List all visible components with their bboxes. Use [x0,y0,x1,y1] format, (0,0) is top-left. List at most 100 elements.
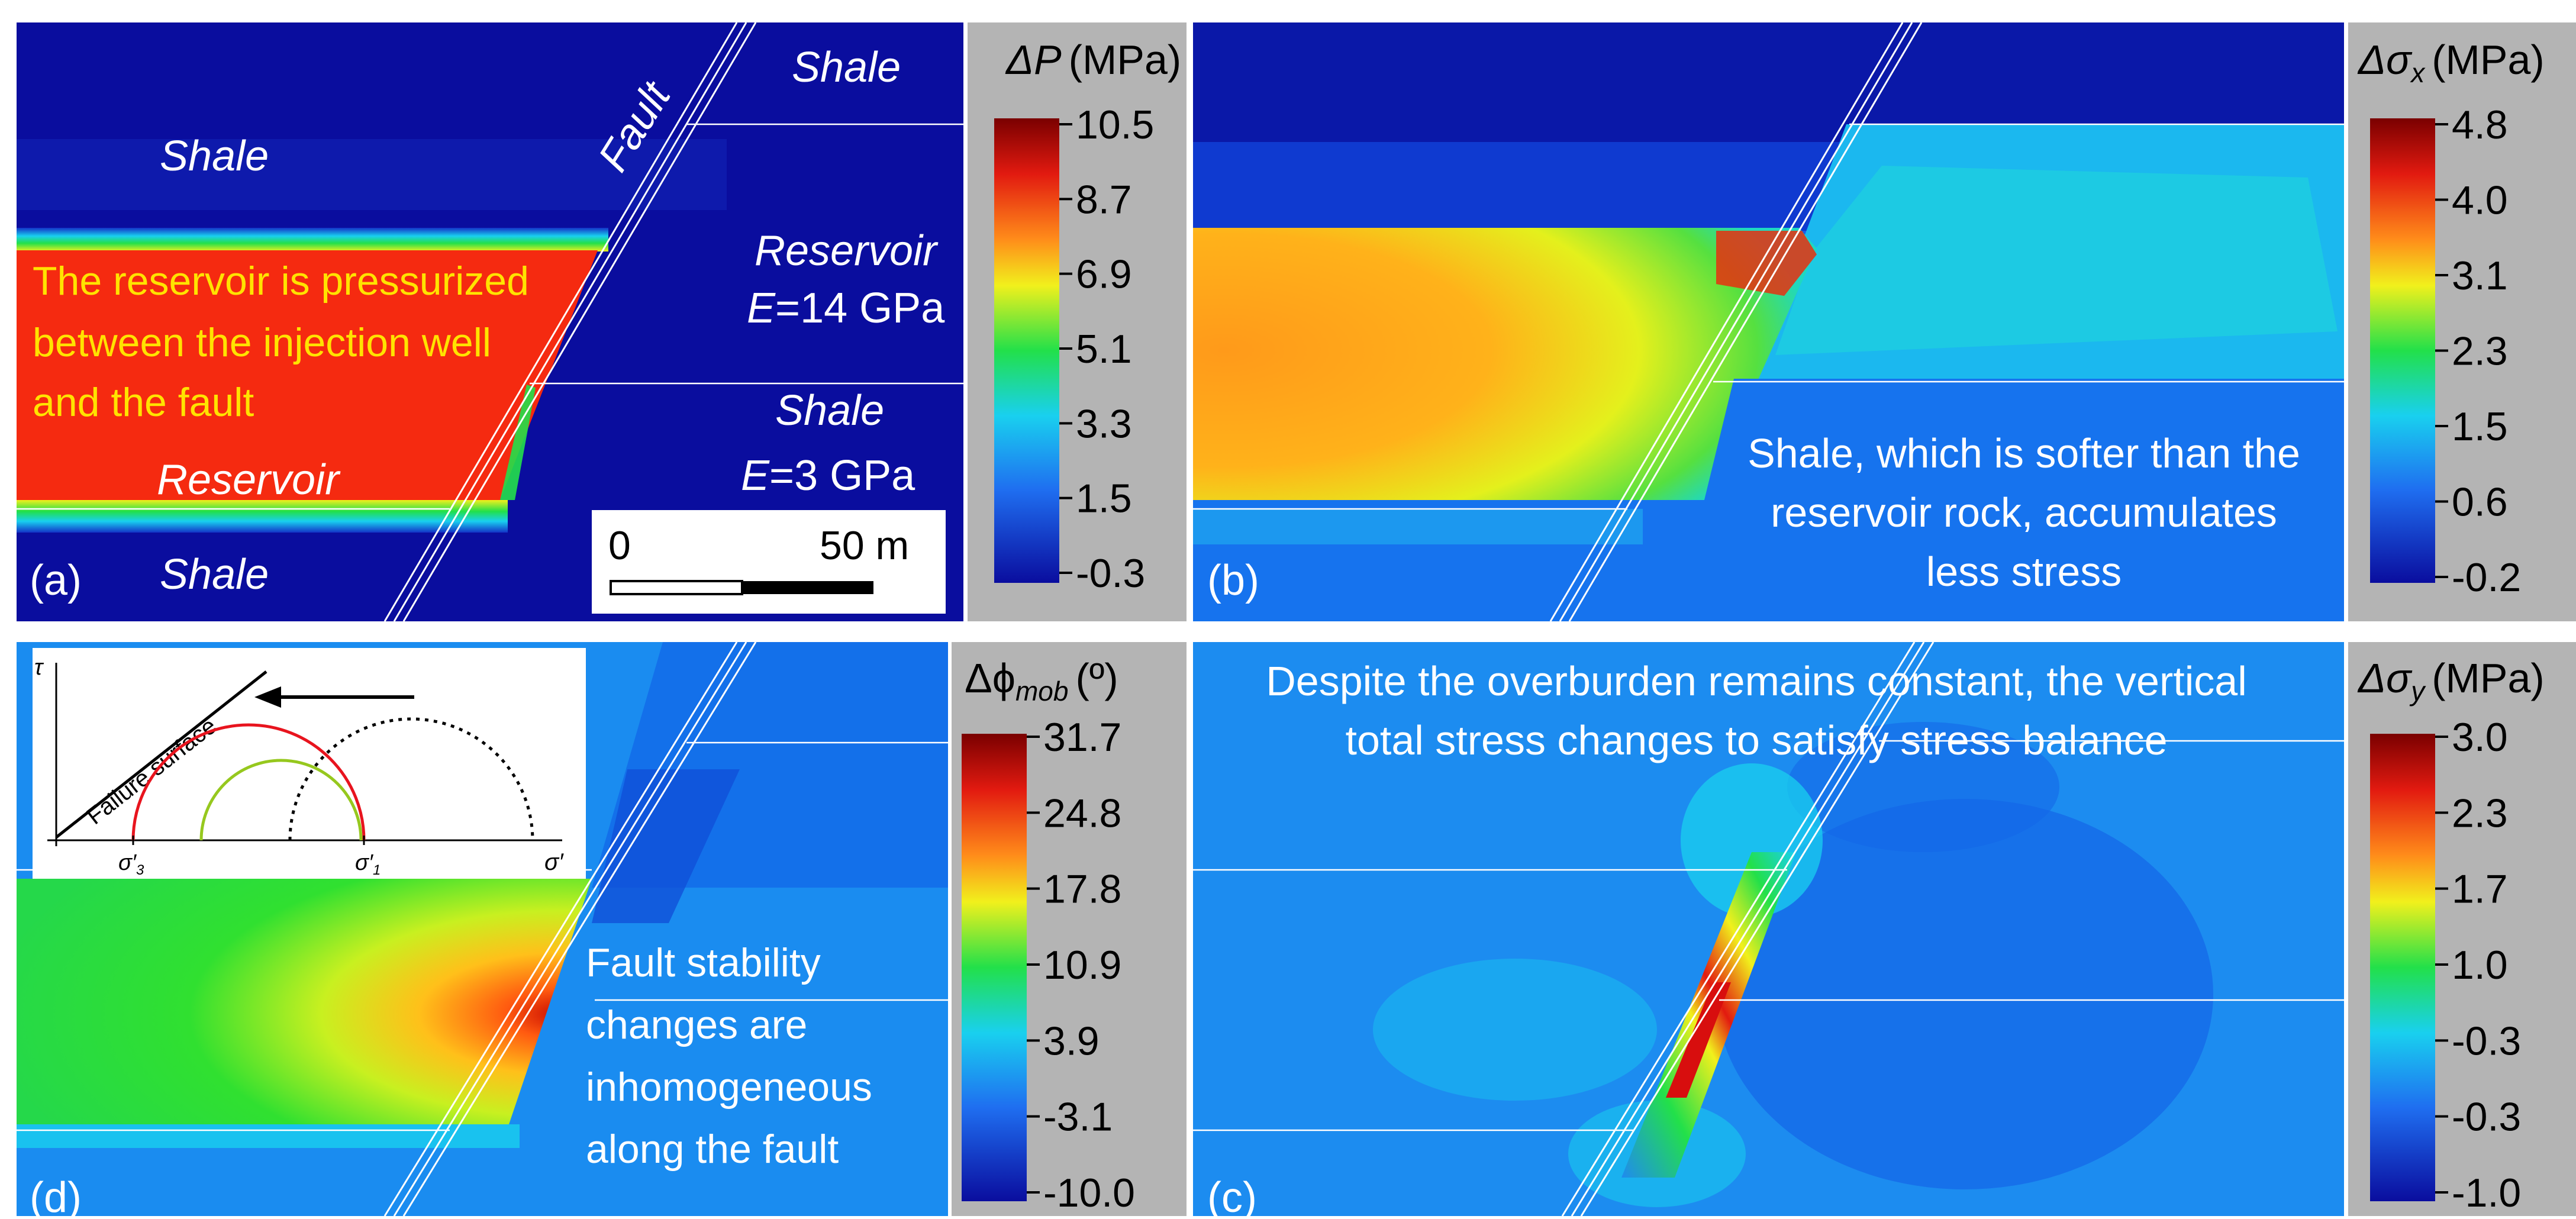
panel-a-label-shale-top-right: Shale [792,44,901,91]
panel-a: Shale Shale Fault Reservoir Shale Reserv… [17,22,963,621]
scale-bar-end-label: 50 m [820,523,909,568]
inset-sigma1-label: σ′1 [355,850,381,878]
panel-c-fault-hotspot [1666,982,1731,1098]
colorbar-tick-label: 31.7 [1043,715,1121,760]
mohr-circle-dotted [288,717,534,841]
panel-c-tag: (c) [1207,1174,1257,1219]
panel-a-annotation-line-1: The reservoir is pressurized [33,259,529,304]
colorbar-tick-label: 10.9 [1043,943,1121,988]
colorbar-tick-label: 1.7 [2452,867,2508,912]
panel-d-lower-band [17,1124,520,1148]
scale-bar-start-label: 0 [608,523,631,568]
panel-c-layer-lines [1193,740,2344,1131]
panel-a-fringe-top [17,228,608,251]
mohr-circle-inset: τ Failure surface σ′3 σ′1 σ′ [33,648,586,879]
mohr-circle-red [131,723,366,841]
colorbar-b-title: Δσx (MPa) [2357,37,2545,88]
panel-d-upper-fault-dark [592,769,740,923]
panel-c-blue-zone [1716,799,2213,1189]
panel-b: Shale, which is softer than the reservoi… [1193,22,2344,621]
colorbar-tick-label: -10.0 [1043,1170,1135,1215]
panel-d-tag: (d) [30,1174,82,1219]
colorbar-tick-label: 24.8 [1043,791,1121,836]
panel-b-hotspot [1716,231,1817,296]
panel-a-fringe-bottom [17,500,508,533]
colorbar-tick-label: 3.0 [2452,715,2508,760]
colorbar-c-gradient [2370,734,2435,1201]
panel-a-label-reservoir-right: Reservoir [755,227,939,275]
colorbar-a-title: ΔP (MPa) [1005,37,1181,83]
inset-sigma3-label: σ′3 [118,850,144,878]
panel-d: Fault stability changes are inhomogeneou… [17,642,948,1219]
panel-d-annotation-line-1: Fault stability [586,940,821,985]
colorbar-tick-label: -0.3 [2452,1095,2521,1140]
panel-c-annotation-line-1: Despite the overburden remains constant,… [1266,658,2247,704]
panel-c-fault-lines [1561,642,1935,1216]
colorbar-a: ΔP (MPa) 10.5 8.7 6.9 5.1 3.3 1.5 -0.3 [968,22,1187,621]
panel-c-cyan-zone-left [1373,959,1657,1101]
inset-sigma-label: σ′ [544,849,564,875]
panel-a-pressurized-reservoir [17,250,598,500]
panel-a-fault-lines [383,22,757,621]
mohr-circle-green [199,759,363,841]
colorbar-tick-label: -0.2 [2452,555,2521,600]
colorbar-c-title: Δσy (MPa) [2357,655,2545,707]
panel-b-right-reservoir-light [1775,166,2338,355]
colorbar-tick-label: 4.8 [2452,102,2508,147]
panel-b-lower-shale [1193,379,2344,621]
colorbar-tick-label: 17.8 [1043,867,1121,912]
colorbar-tick-label: -1.0 [2452,1170,2521,1215]
colorbar-tick-label: 3.9 [1043,1018,1100,1063]
colorbar-tick-label: 2.3 [2452,329,2508,374]
scale-bar: 0 50 m [592,510,946,614]
colorbar-tick-label: -0.3 [1076,551,1145,596]
panel-d-annotation-line-3: inhomogeneous [586,1065,872,1110]
panel-a-label-shale-right: Shale [775,387,884,434]
panel-a-tag: (a) [30,557,82,604]
colorbar-tick-label: 8.7 [1076,177,1132,222]
inset-tau-label: τ [34,655,44,680]
colorbar-d: Δϕmob (º) 31.7 24.8 17.8 10.9 3.9 -3.1 -10.0 [952,642,1187,1216]
colorbar-tick-label: 3.3 [1076,401,1132,446]
colorbar-tick-label: 10.5 [1076,102,1154,147]
colorbar-tick-label: 1.5 [2452,404,2508,449]
panel-b-bottom-band [1193,509,1643,544]
panel-a-label-reservoir-modulus: E=14 GPa [747,285,945,332]
panel-a-label-shale-modulus: E=3 GPa [741,452,915,499]
colorbar-tick-label: 1.0 [2452,943,2508,988]
panel-c: Despite the overburden remains constant,… [1193,642,2344,1219]
panel-b-annotation-line-2: reservoir rock, accumulates [1771,489,2277,536]
panel-d-annotation-line-4: along the fault [586,1127,839,1172]
panel-a-annotation-line-2: between the injection well [33,320,491,365]
colorbar-tick-label: -3.1 [1043,1095,1113,1140]
panel-d-fault-lines [383,642,757,1216]
panel-a-top-shale-glow [17,139,727,210]
colorbar-tick-label: -0.3 [2452,1018,2521,1063]
colorbar-tick-label: 2.3 [2452,791,2508,836]
panel-a-label-shale-top-left: Shale [160,133,269,180]
colorbar-a-gradient [994,118,1059,583]
colorbar-b: Δσx (MPa) 4.8 4.0 3.1 2.3 1.5 0.6 -0.2 [2348,22,2576,621]
panel-b-tag: (b) [1207,557,1259,604]
panel-c-annotation-line-2: total stress changes to satisfy stress b… [1346,717,2168,763]
panel-b-upper-shale [1193,142,1844,231]
panel-b-fault-lines [1549,22,1923,621]
panel-b-annotation-line-3: less stress [1926,549,2122,595]
panel-a-label-shale-bottom-left: Shale [160,551,269,598]
panel-a-annotation-line-3: and the fault [33,380,254,425]
panel-d-annotation-line-2: changes are [586,1002,807,1047]
shift-arrow-icon [254,686,281,708]
colorbar-tick-label: 0.6 [2452,480,2508,525]
colorbar-c: Δσy (MPa) 3.0 2.3 1.7 1.0 -0.3 -0.3 -1.0 [2348,642,2576,1216]
colorbar-d-gradient [962,734,1027,1201]
panel-b-layer-lines [1193,123,2344,510]
colorbar-tick-label: 3.1 [2452,253,2508,298]
colorbar-tick-label: 4.0 [2452,178,2508,223]
scale-bar-black-segment [742,581,873,594]
colorbar-tick-label: 1.5 [1076,476,1132,521]
scale-bar-white-segment [610,580,743,595]
colorbar-d-title: Δϕmob (º) [965,655,1118,707]
panel-b-annotation-line-1: Shale, which is softer than the [1748,430,2300,476]
panel-a-label-reservoir-left: Reservoir [157,456,341,504]
